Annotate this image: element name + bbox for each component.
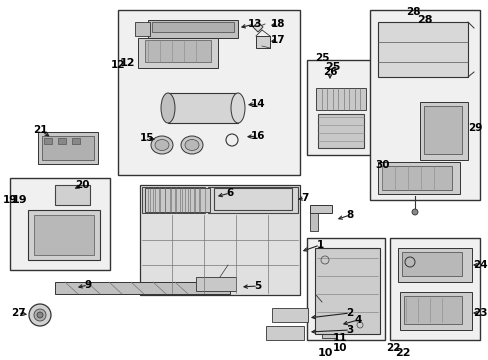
Bar <box>38 132 98 164</box>
Text: 3: 3 <box>346 325 353 335</box>
Bar <box>321 302 335 338</box>
Bar <box>397 248 471 282</box>
Bar <box>207 187 297 213</box>
Bar <box>389 238 479 340</box>
Bar <box>42 136 94 160</box>
Text: 25: 25 <box>325 62 340 72</box>
Text: 29: 29 <box>467 123 481 133</box>
Bar <box>72 138 80 144</box>
Bar <box>401 252 461 276</box>
Text: 16: 16 <box>250 131 264 141</box>
Bar <box>118 10 299 175</box>
Bar <box>403 296 461 324</box>
Bar <box>145 40 210 62</box>
Text: 13: 13 <box>247 19 262 29</box>
Bar <box>148 20 238 38</box>
Text: 15: 15 <box>140 133 154 143</box>
Bar <box>419 102 467 160</box>
Bar <box>306 60 374 155</box>
Bar <box>377 162 459 194</box>
Bar <box>315 88 365 110</box>
Text: 28: 28 <box>416 15 431 25</box>
Bar <box>138 38 218 68</box>
Bar <box>265 326 304 340</box>
Text: 7: 7 <box>301 193 308 203</box>
Bar <box>145 188 209 212</box>
Ellipse shape <box>230 93 244 123</box>
Text: 21: 21 <box>33 125 47 135</box>
Text: 12: 12 <box>120 58 135 68</box>
Text: 25: 25 <box>314 53 328 63</box>
Bar <box>140 185 299 295</box>
Ellipse shape <box>161 93 175 123</box>
Text: 2: 2 <box>346 308 353 318</box>
Bar <box>142 187 204 213</box>
Bar <box>168 93 238 123</box>
Bar <box>317 114 363 148</box>
Circle shape <box>29 304 51 326</box>
Text: 19: 19 <box>12 195 27 205</box>
Text: 22: 22 <box>394 348 409 358</box>
Bar <box>152 22 234 32</box>
Bar <box>135 22 150 36</box>
Bar <box>34 215 94 255</box>
Ellipse shape <box>151 136 173 154</box>
Bar <box>309 213 317 231</box>
Text: 8: 8 <box>346 210 353 220</box>
Bar <box>271 308 307 322</box>
Bar <box>214 188 291 210</box>
Text: 30: 30 <box>375 160 389 170</box>
Text: 22: 22 <box>385 343 400 353</box>
Bar <box>399 292 471 330</box>
Bar <box>423 106 461 154</box>
Text: 26: 26 <box>322 67 337 77</box>
Text: 10: 10 <box>332 343 346 353</box>
Text: 4: 4 <box>354 315 361 325</box>
Bar <box>196 277 236 291</box>
Text: 12: 12 <box>110 60 125 70</box>
Text: 17: 17 <box>270 35 285 45</box>
Text: 14: 14 <box>250 99 265 109</box>
Bar <box>309 205 331 213</box>
Text: 6: 6 <box>226 188 233 198</box>
Bar <box>55 282 229 294</box>
Bar <box>55 185 90 205</box>
Bar <box>377 22 467 77</box>
Ellipse shape <box>181 136 203 154</box>
Text: 5: 5 <box>254 281 261 291</box>
Text: 23: 23 <box>472 308 486 318</box>
Circle shape <box>37 312 43 318</box>
Text: 20: 20 <box>75 180 89 190</box>
Circle shape <box>411 209 417 215</box>
Bar <box>10 178 110 270</box>
Bar <box>28 210 100 260</box>
Text: 10: 10 <box>317 348 333 358</box>
Text: 18: 18 <box>270 19 285 29</box>
Bar <box>256 36 269 48</box>
Text: 28: 28 <box>405 7 419 17</box>
Bar <box>381 166 451 190</box>
Bar <box>314 248 379 334</box>
Circle shape <box>34 309 46 321</box>
Ellipse shape <box>155 139 169 150</box>
Text: 27: 27 <box>11 308 25 318</box>
Text: 11: 11 <box>332 333 346 343</box>
Text: 24: 24 <box>472 260 487 270</box>
Ellipse shape <box>184 139 199 150</box>
Bar <box>369 10 479 200</box>
Text: 1: 1 <box>316 240 323 250</box>
Bar <box>306 238 384 340</box>
Bar <box>58 138 66 144</box>
Text: 9: 9 <box>84 280 91 290</box>
Bar <box>44 138 52 144</box>
Text: 19: 19 <box>3 195 17 205</box>
